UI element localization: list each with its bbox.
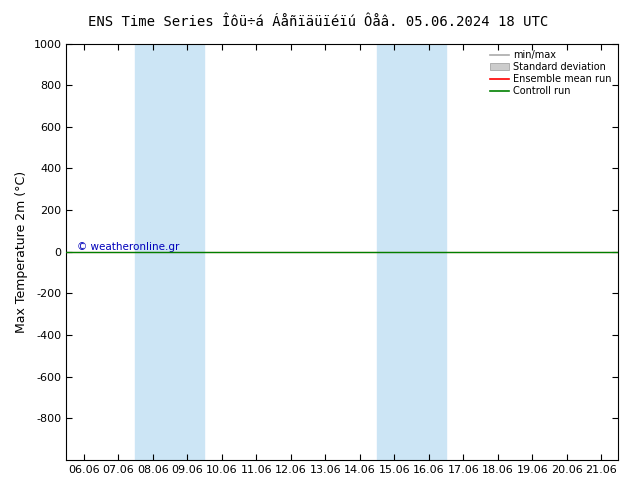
Text: Ôåâ. 05.06.2024 18 UTC: Ôåâ. 05.06.2024 18 UTC: [365, 15, 548, 29]
Text: ENS Time Series Îôü÷á Áåñïäüïéïú: ENS Time Series Îôü÷á Áåñïäüïéïú: [88, 15, 356, 29]
Text: © weatheronline.gr: © weatheronline.gr: [77, 242, 180, 252]
Legend: min/max, Standard deviation, Ensemble mean run, Controll run: min/max, Standard deviation, Ensemble me…: [488, 49, 614, 98]
Bar: [377, 44, 446, 460]
Bar: [136, 44, 204, 460]
Y-axis label: Max Temperature 2m (°C): Max Temperature 2m (°C): [15, 171, 28, 333]
